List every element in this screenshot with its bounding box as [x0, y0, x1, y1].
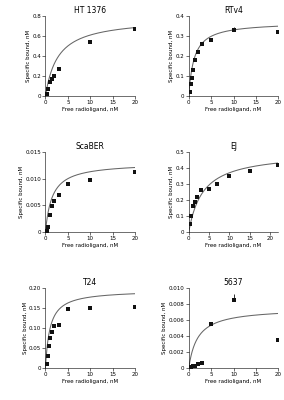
Title: ScaBER: ScaBER — [76, 142, 105, 151]
Y-axis label: Specific bound, nM: Specific bound, nM — [162, 302, 168, 354]
Title: T24: T24 — [83, 278, 97, 287]
X-axis label: Free radioligand, nM: Free radioligand, nM — [205, 242, 262, 248]
Title: RTv4: RTv4 — [224, 6, 243, 15]
Y-axis label: Specific bound, nM: Specific bound, nM — [19, 166, 24, 218]
X-axis label: Free radioligand, nM: Free radioligand, nM — [205, 378, 262, 384]
Title: HT 1376: HT 1376 — [74, 6, 106, 15]
Title: 5637: 5637 — [224, 278, 243, 287]
X-axis label: Free radioligand, nM: Free radioligand, nM — [205, 106, 262, 112]
X-axis label: Free radioligand, nM: Free radioligand, nM — [62, 378, 118, 384]
X-axis label: Free radioligand, nM: Free radioligand, nM — [62, 242, 118, 248]
Y-axis label: Specific bound, nM: Specific bound, nM — [23, 302, 28, 354]
Y-axis label: Specific bound, nM: Specific bound, nM — [170, 166, 174, 218]
Y-axis label: Specific bound, nM: Specific bound, nM — [170, 30, 174, 82]
X-axis label: Free radioligand, nM: Free radioligand, nM — [62, 106, 118, 112]
Y-axis label: Specific bound, nM: Specific bound, nM — [26, 30, 31, 82]
Title: EJ: EJ — [230, 142, 237, 151]
